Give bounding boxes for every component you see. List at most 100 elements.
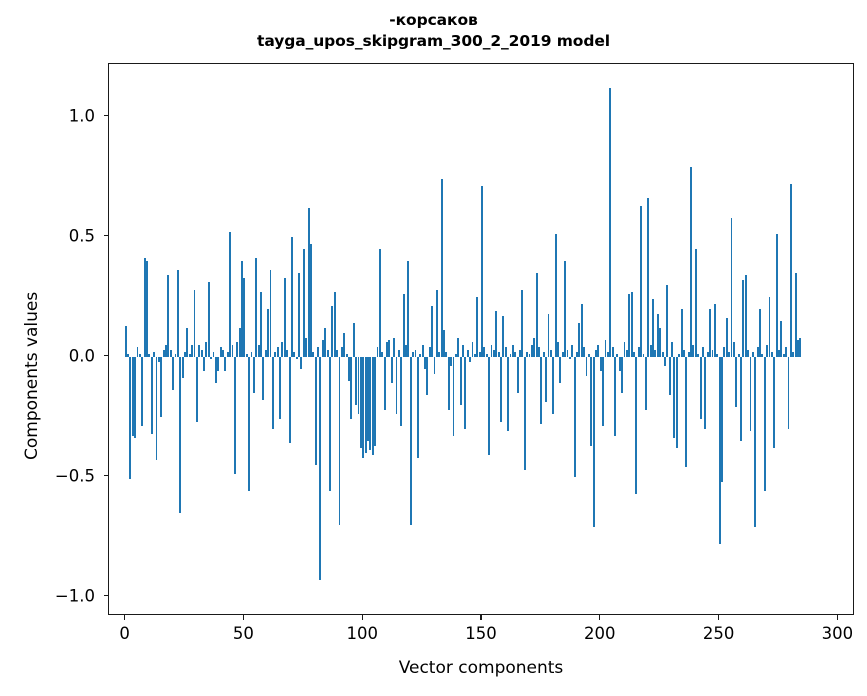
- bar: [559, 356, 562, 384]
- bar: [595, 349, 597, 357]
- bar: [697, 354, 700, 357]
- bar: [578, 323, 581, 357]
- bar: [343, 332, 346, 357]
- bar: [395, 356, 398, 415]
- bar: [312, 352, 315, 357]
- bar: [780, 320, 783, 357]
- bar: [447, 356, 450, 410]
- x-tick-mark: [599, 615, 601, 620]
- bar: [507, 356, 510, 432]
- bar: [704, 356, 707, 429]
- bar: [637, 347, 640, 357]
- x-tick-mark: [836, 615, 839, 620]
- bar: [138, 354, 141, 357]
- bar: [587, 354, 590, 357]
- bar: [597, 344, 600, 357]
- bar: [328, 356, 331, 492]
- x-tick-label: 300: [821, 624, 854, 643]
- bar: [652, 299, 654, 357]
- bar: [179, 356, 182, 513]
- bar: [443, 330, 445, 357]
- bar: [554, 234, 557, 357]
- bar: [129, 356, 132, 480]
- bar: [502, 316, 505, 357]
- bar: [162, 349, 165, 357]
- bar: [281, 342, 284, 357]
- bar: [644, 356, 647, 410]
- bar: [222, 349, 224, 357]
- bar: [628, 294, 631, 357]
- bar: [167, 275, 170, 357]
- bar: [371, 356, 374, 456]
- bar: [675, 356, 678, 448]
- bar: [500, 356, 502, 422]
- bar: [288, 356, 291, 444]
- bar: [621, 356, 624, 393]
- bar: [542, 352, 545, 357]
- bar: [576, 352, 578, 357]
- bar: [241, 260, 243, 357]
- bar: [148, 354, 151, 357]
- bar: [188, 354, 191, 357]
- bar: [431, 306, 434, 357]
- bar: [516, 356, 519, 393]
- bar: [302, 248, 305, 357]
- bar: [694, 248, 697, 357]
- x-tick-mark: [242, 615, 245, 620]
- bar: [383, 356, 386, 410]
- bar: [271, 356, 274, 429]
- bar: [165, 344, 167, 357]
- bar: [663, 356, 666, 367]
- bar: [219, 347, 222, 357]
- bar: [690, 167, 692, 357]
- bar: [723, 347, 726, 357]
- bar: [435, 289, 438, 357]
- bar: [580, 304, 583, 357]
- bar: [716, 354, 719, 357]
- bar: [747, 349, 750, 357]
- bar-series: [109, 64, 853, 614]
- bar: [283, 277, 286, 357]
- bar: [751, 352, 754, 357]
- bar: [768, 296, 771, 357]
- y-tick-mark: [104, 235, 109, 237]
- bar: [789, 184, 792, 357]
- bar: [286, 349, 289, 357]
- bar: [324, 328, 327, 357]
- bar: [200, 349, 203, 357]
- bar: [614, 356, 616, 436]
- bar: [566, 349, 569, 357]
- bar: [357, 356, 360, 415]
- y-tick-label: 0.0: [68, 346, 95, 366]
- bar: [397, 349, 400, 357]
- bar: [355, 356, 358, 405]
- bar: [205, 342, 208, 357]
- bar: [424, 356, 426, 369]
- bar: [785, 347, 788, 357]
- bar: [416, 356, 419, 458]
- bar: [701, 347, 704, 357]
- bar: [345, 354, 348, 357]
- bar: [530, 344, 533, 357]
- x-tick-label: 150: [465, 624, 497, 643]
- x-tick-mark: [480, 615, 482, 620]
- bar: [640, 205, 643, 357]
- bar: [414, 349, 417, 357]
- bar: [545, 356, 548, 403]
- bar: [464, 356, 467, 429]
- bar: [678, 354, 681, 357]
- bar: [300, 356, 303, 369]
- bar: [721, 356, 723, 482]
- bar: [195, 356, 198, 422]
- bar: [654, 349, 657, 357]
- bar: [307, 208, 310, 357]
- y-axis-label: Components values: [22, 291, 42, 460]
- bar: [792, 352, 795, 357]
- bar: [647, 198, 650, 357]
- bar: [127, 354, 129, 357]
- bar: [224, 356, 227, 372]
- bar: [124, 325, 127, 357]
- bar: [761, 354, 764, 357]
- bar: [535, 272, 538, 357]
- x-tick-label: 250: [702, 624, 735, 643]
